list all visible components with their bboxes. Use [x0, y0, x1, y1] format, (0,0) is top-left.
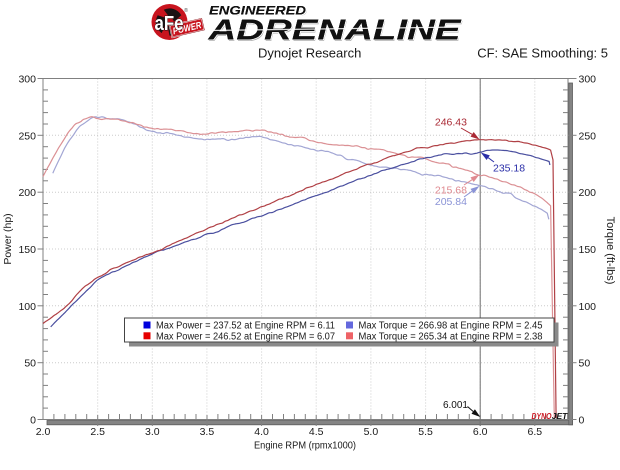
svg-text:246.43: 246.43	[435, 117, 467, 129]
svg-text:250: 250	[579, 130, 597, 142]
svg-text:DYNO: DYNO	[532, 412, 553, 421]
svg-text:6.0: 6.0	[473, 426, 488, 438]
svg-text:100: 100	[18, 301, 36, 313]
svg-text:ENGINEERED: ENGINEERED	[209, 3, 306, 17]
svg-text:aFe: aFe	[155, 13, 184, 35]
svg-text:®: ®	[184, 7, 188, 14]
svg-text:300: 300	[18, 74, 36, 86]
svg-text:150: 150	[18, 244, 36, 256]
svg-text:4.5: 4.5	[309, 426, 324, 438]
svg-text:50: 50	[24, 358, 36, 370]
svg-text:Max Torque = 266.98 at Engine: Max Torque = 266.98 at Engine RPM = 2.45	[359, 321, 543, 332]
svg-text:250: 250	[18, 130, 36, 142]
svg-text:Torque (ft-lbs): Torque (ft-lbs)	[604, 217, 616, 285]
svg-text:0: 0	[30, 415, 36, 427]
svg-text:100: 100	[579, 301, 597, 313]
svg-text:50: 50	[579, 358, 591, 370]
svg-text:0: 0	[579, 415, 585, 427]
svg-text:2.0: 2.0	[36, 426, 51, 438]
svg-text:150: 150	[579, 244, 597, 256]
svg-text:Max Power = 246.52 at Engine R: Max Power = 246.52 at Engine RPM = 6.07	[156, 332, 335, 343]
svg-text:215.68: 215.68	[435, 185, 467, 197]
svg-text:Max Torque = 265.34 at Engine: Max Torque = 265.34 at Engine RPM = 2.38	[359, 332, 543, 343]
svg-text:Max Power = 237.52 at Engine R: Max Power = 237.52 at Engine RPM = 6.11	[156, 321, 335, 332]
svg-text:5.0: 5.0	[364, 426, 379, 438]
svg-text:6.5: 6.5	[527, 426, 542, 438]
svg-text:200: 200	[579, 187, 597, 199]
svg-text:205.84: 205.84	[435, 196, 467, 208]
svg-text:3.0: 3.0	[145, 426, 160, 438]
svg-text:235.18: 235.18	[493, 163, 525, 175]
svg-text:2.5: 2.5	[90, 426, 105, 438]
svg-text:6.001: 6.001	[443, 400, 468, 411]
svg-text:3.5: 3.5	[200, 426, 215, 438]
svg-text:300: 300	[579, 74, 597, 86]
svg-text:CF: SAE Smoothing: 5: CF: SAE Smoothing: 5	[477, 46, 608, 61]
svg-text:JET: JET	[552, 412, 569, 421]
svg-text:ENGINEERED: ENGINEERED	[209, 3, 306, 17]
svg-text:Engine RPM (rpmx1000): Engine RPM (rpmx1000)	[254, 440, 356, 452]
svg-text:ENGINEERED: ENGINEERED	[210, 5, 307, 19]
svg-text:4.0: 4.0	[254, 426, 269, 438]
svg-text:Power (hp): Power (hp)	[2, 213, 14, 264]
svg-text:200: 200	[18, 187, 36, 199]
svg-text:ADRENALINE: ADRENALINE	[208, 16, 464, 48]
svg-text:5.5: 5.5	[418, 426, 433, 438]
svg-text:Dynojet Research: Dynojet Research	[258, 46, 361, 61]
